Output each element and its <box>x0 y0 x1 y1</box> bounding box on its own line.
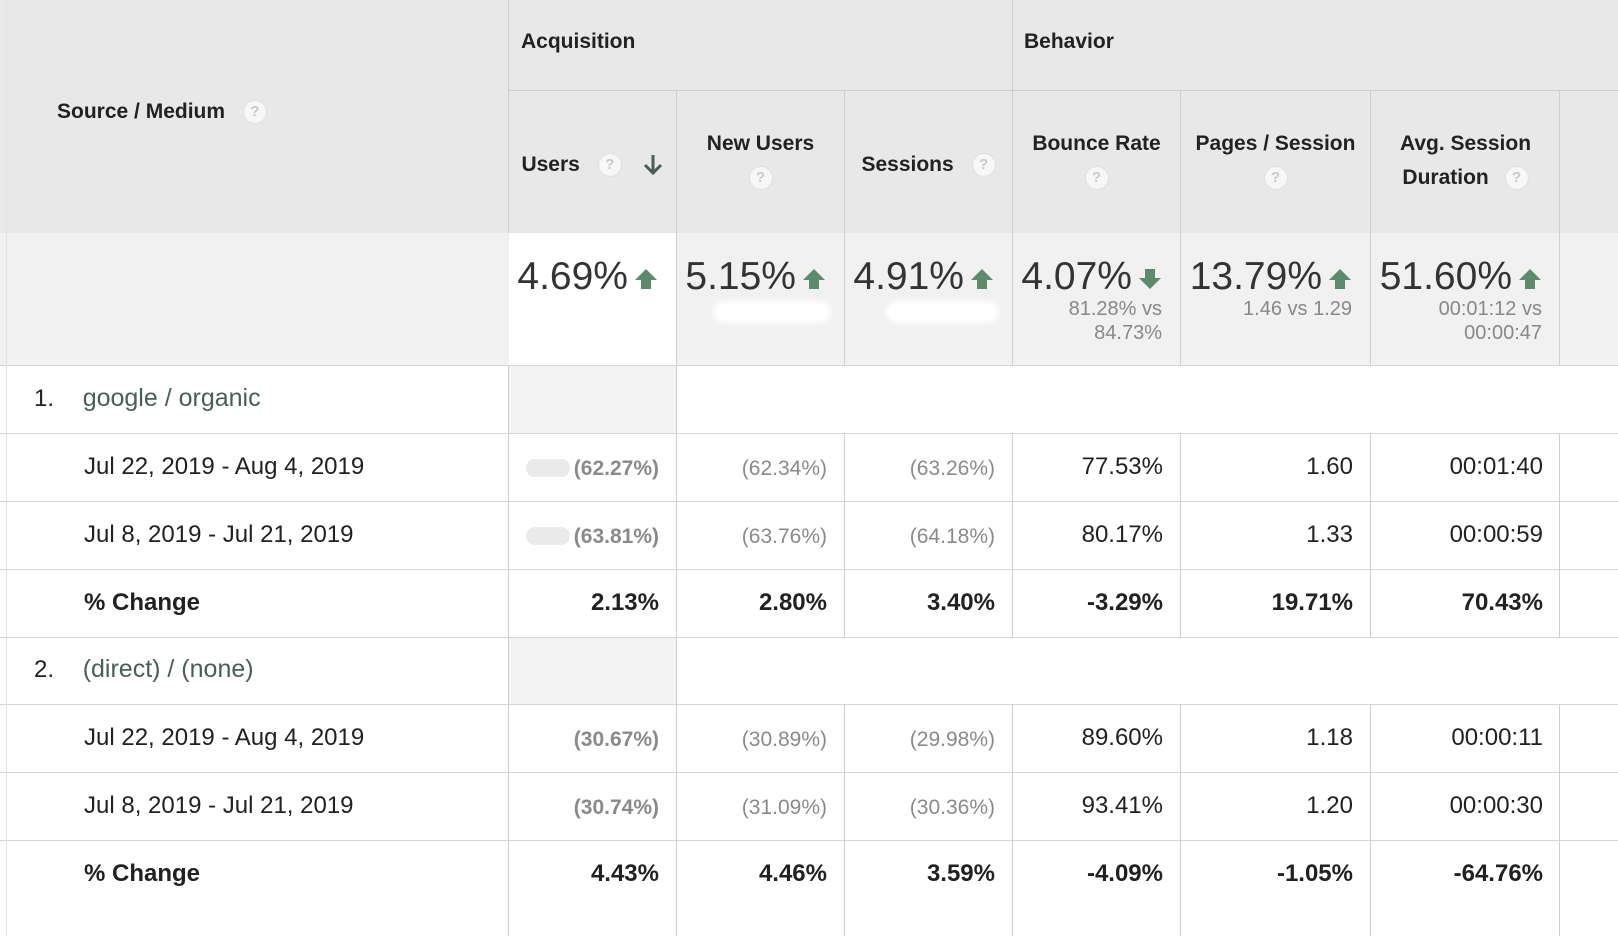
source-medium-link[interactable]: google / organic <box>82 384 261 412</box>
sessions-share: (30.36%) <box>909 796 995 819</box>
help-icon[interactable]: ? <box>597 153 622 178</box>
table-header <box>0 0 1618 233</box>
arrow-up-icon <box>635 268 657 289</box>
new-users-share: (62.34%) <box>741 457 827 480</box>
change-label: % Change <box>84 589 201 616</box>
period-label: Jul 22, 2019 - Aug 4, 2019 <box>84 724 365 751</box>
column-sessions[interactable]: Sessions ? <box>845 148 1012 182</box>
pages-session-change: -1.05% <box>1276 860 1353 887</box>
totals-row <box>0 233 1618 365</box>
group-acquisition: Acquisition <box>521 30 636 53</box>
help-icon[interactable]: ? <box>971 153 996 178</box>
column-avg-session-duration[interactable]: Avg. Session Duration ? <box>1399 132 1532 191</box>
avg-duration-change: -64.76% <box>1453 860 1543 887</box>
sessions-change: 3.59% <box>926 860 995 887</box>
users-share: (62.27%) <box>573 457 659 480</box>
pages-session-value: 1.33 <box>1306 521 1353 548</box>
bounce-rate-change: -4.09% <box>1086 860 1163 887</box>
new-users-share: (30.89%) <box>741 728 827 751</box>
change-label: % Change <box>84 860 201 887</box>
table-row-source[interactable]: 2. (direct) / (none) <box>34 655 254 683</box>
arrow-up-icon <box>1329 268 1351 289</box>
period-label: Jul 8, 2019 - Jul 21, 2019 <box>84 792 354 819</box>
arrow-up-icon <box>1519 268 1541 289</box>
avg-duration-change: 70.43% <box>1461 589 1543 616</box>
new-users-change: 2.80% <box>758 589 827 616</box>
users-share: (63.81%) <box>573 525 659 548</box>
avg-duration-value: 00:00:30 <box>1449 792 1543 819</box>
help-icon[interactable]: ? <box>1263 166 1288 191</box>
sessions-share: (29.98%) <box>909 728 995 751</box>
sessions-share: (63.26%) <box>909 457 995 480</box>
total-avg-session-duration: 51.60% 00:01:12 vs 00:00:47 <box>1379 255 1542 344</box>
arrow-up-icon <box>803 268 825 289</box>
pages-session-value: 1.18 <box>1306 724 1353 751</box>
users-share: (30.74%) <box>573 796 659 819</box>
help-icon[interactable]: ? <box>748 166 773 191</box>
users-change: 2.13% <box>590 589 659 616</box>
column-new-users[interactable]: New Users ? <box>677 127 844 195</box>
pages-session-value: 1.60 <box>1306 453 1353 480</box>
arrow-up-icon <box>971 268 993 289</box>
sessions-share: (64.18%) <box>909 525 995 548</box>
pages-session-value: 1.20 <box>1306 792 1353 819</box>
help-icon[interactable]: ? <box>242 100 267 125</box>
sort-arrow-down-icon[interactable] <box>642 152 664 178</box>
column-bounce-rate[interactable]: Bounce Rate ? <box>1013 127 1180 195</box>
period-label: Jul 22, 2019 - Aug 4, 2019 <box>84 453 365 480</box>
arrow-down-icon <box>1139 268 1161 289</box>
total-sessions: 4.91% <box>845 233 1012 365</box>
avg-duration-value: 00:00:11 <box>1451 724 1543 751</box>
new-users-change: 4.46% <box>758 860 827 887</box>
avg-duration-value: 00:00:59 <box>1449 521 1543 548</box>
new-users-share: (63.76%) <box>741 525 827 548</box>
new-users-share: (31.09%) <box>741 796 827 819</box>
bounce-rate-value: 93.41% <box>1081 792 1163 819</box>
source-medium-link[interactable]: (direct) / (none) <box>82 655 254 683</box>
users-share: (30.67%) <box>573 728 659 751</box>
table-row-source[interactable]: 1. google / organic <box>34 384 261 412</box>
dimension-header[interactable]: Source / Medium ? <box>57 100 267 125</box>
avg-duration-value: 00:01:40 <box>1449 453 1543 480</box>
group-behavior: Behavior <box>1024 30 1114 53</box>
period-label: Jul 8, 2019 - Jul 21, 2019 <box>84 521 354 548</box>
help-icon[interactable]: ? <box>1084 166 1109 191</box>
total-new-users: 5.15% <box>677 233 844 365</box>
total-pages-session: 13.79% 1.46 vs 1.29 <box>1189 255 1352 320</box>
sessions-change: 3.40% <box>926 589 995 616</box>
column-pages-session[interactable]: Pages / Session ? <box>1181 127 1370 195</box>
pages-session-change: 19.71% <box>1271 589 1353 616</box>
bounce-rate-value: 89.60% <box>1081 724 1163 751</box>
bounce-rate-change: -3.29% <box>1086 589 1163 616</box>
help-icon[interactable]: ? <box>1504 166 1529 191</box>
bounce-rate-value: 77.53% <box>1081 453 1163 480</box>
column-users[interactable]: Users ? <box>509 148 676 182</box>
total-bounce-rate: 4.07% 81.28% vs 84.73% <box>1021 255 1162 344</box>
users-change: 4.43% <box>590 860 659 887</box>
bounce-rate-value: 80.17% <box>1081 521 1163 548</box>
total-users: 4.69% <box>509 233 676 365</box>
